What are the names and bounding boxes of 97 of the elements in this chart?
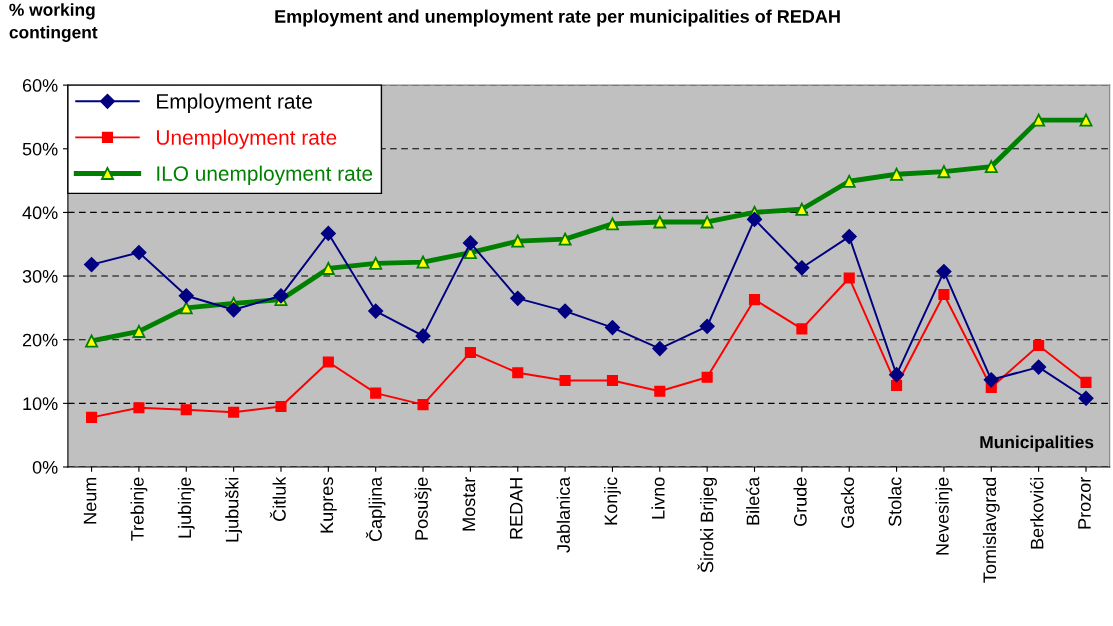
point bbox=[796, 323, 808, 335]
point bbox=[1079, 113, 1093, 127]
x-tick-label: Trebinje bbox=[130, 477, 148, 541]
point bbox=[462, 235, 478, 251]
point bbox=[86, 411, 98, 423]
x-tick-label: Ljubuški bbox=[225, 477, 243, 542]
point bbox=[983, 372, 999, 388]
x-tick-label: Jablanica bbox=[556, 476, 570, 553]
x-tick-label: Mostar bbox=[462, 477, 476, 531]
point bbox=[180, 404, 192, 416]
point bbox=[132, 324, 146, 338]
point bbox=[938, 288, 950, 301]
y-tick-label: 60% bbox=[22, 79, 58, 92]
point bbox=[794, 260, 810, 276]
point bbox=[604, 320, 621, 336]
point bbox=[321, 261, 335, 275]
point bbox=[320, 225, 336, 241]
point bbox=[369, 256, 383, 270]
x-tick-label: Nevesinje bbox=[935, 477, 953, 555]
point bbox=[228, 406, 240, 418]
point bbox=[417, 399, 429, 411]
x-tick-label: Bileća bbox=[745, 476, 760, 525]
x-tick-label: Neum bbox=[83, 477, 97, 524]
point bbox=[654, 385, 666, 397]
point bbox=[701, 371, 713, 383]
y-tick-label: 50% bbox=[22, 142, 58, 156]
x-tick-label: Čitluk bbox=[269, 476, 286, 521]
point bbox=[559, 374, 571, 386]
point bbox=[889, 367, 905, 383]
point bbox=[1078, 390, 1094, 406]
point bbox=[699, 318, 715, 334]
point bbox=[370, 387, 382, 399]
point bbox=[841, 229, 857, 245]
chart-title: Employment and unemployment rate per municipalities of REDAH bbox=[275, 9, 840, 27]
point bbox=[464, 346, 476, 358]
point bbox=[133, 402, 145, 414]
y-axis-title: % working contingent bbox=[9, 3, 98, 42]
point bbox=[416, 255, 430, 269]
point bbox=[652, 341, 668, 357]
point bbox=[891, 379, 903, 392]
point bbox=[415, 328, 431, 344]
point bbox=[653, 215, 667, 229]
x-tick-label: Tomislavgrad bbox=[982, 477, 1000, 583]
point bbox=[463, 246, 477, 259]
point bbox=[322, 356, 334, 368]
x-tick-label: Livno bbox=[651, 477, 665, 519]
point bbox=[226, 302, 242, 318]
x-tick-label: Gacko bbox=[840, 477, 855, 528]
x-tick-label: Ljubinje bbox=[177, 477, 195, 538]
x-tick-label: Široki Brijeg bbox=[697, 477, 717, 573]
point bbox=[890, 167, 904, 181]
x-tick-label: Konjic bbox=[604, 477, 621, 525]
point bbox=[510, 290, 526, 306]
point bbox=[606, 374, 619, 386]
point bbox=[842, 174, 856, 188]
x-tick-label: Berkovići bbox=[1030, 477, 1044, 549]
x-tick-label: Prozor bbox=[1078, 477, 1091, 529]
point bbox=[275, 400, 287, 413]
point bbox=[178, 288, 194, 304]
point bbox=[937, 165, 951, 179]
point bbox=[83, 257, 100, 273]
y-tick-label: 40% bbox=[22, 206, 58, 220]
point bbox=[795, 202, 809, 216]
y-tick-label: 20% bbox=[22, 333, 58, 347]
x-tick-label: Čapljina bbox=[365, 476, 386, 542]
point bbox=[1031, 359, 1047, 375]
point bbox=[984, 160, 998, 174]
point bbox=[748, 294, 761, 306]
point bbox=[368, 303, 384, 319]
point bbox=[1032, 113, 1046, 127]
point bbox=[85, 334, 99, 348]
legend-label: Unemployment rate bbox=[157, 129, 337, 149]
point bbox=[936, 264, 952, 280]
y-tick-label: 0% bbox=[32, 460, 58, 474]
point bbox=[605, 217, 619, 231]
x-tick-label: Kupres bbox=[320, 477, 337, 533]
point bbox=[511, 234, 525, 248]
point bbox=[843, 272, 855, 284]
point bbox=[557, 303, 573, 319]
x-tick-label: Stolac bbox=[888, 477, 902, 527]
point bbox=[179, 301, 193, 315]
x-tick-label: Posušje bbox=[414, 477, 432, 540]
x-axis-title: Municipalities bbox=[980, 435, 1094, 452]
point bbox=[273, 288, 289, 304]
point bbox=[558, 232, 572, 246]
point bbox=[1033, 339, 1045, 351]
legend-label: Employment rate bbox=[157, 93, 312, 113]
point bbox=[700, 215, 714, 229]
legend-label: ILO unemployment rate bbox=[157, 165, 373, 186]
x-tick-label: REDAH bbox=[509, 478, 523, 539]
point bbox=[746, 211, 763, 227]
point bbox=[512, 367, 524, 379]
y-tick-label: 10% bbox=[23, 397, 58, 411]
point bbox=[131, 244, 147, 261]
y-tick-label: 30% bbox=[22, 270, 58, 283]
x-tick-label: Grude bbox=[793, 477, 807, 526]
point bbox=[1080, 376, 1092, 388]
